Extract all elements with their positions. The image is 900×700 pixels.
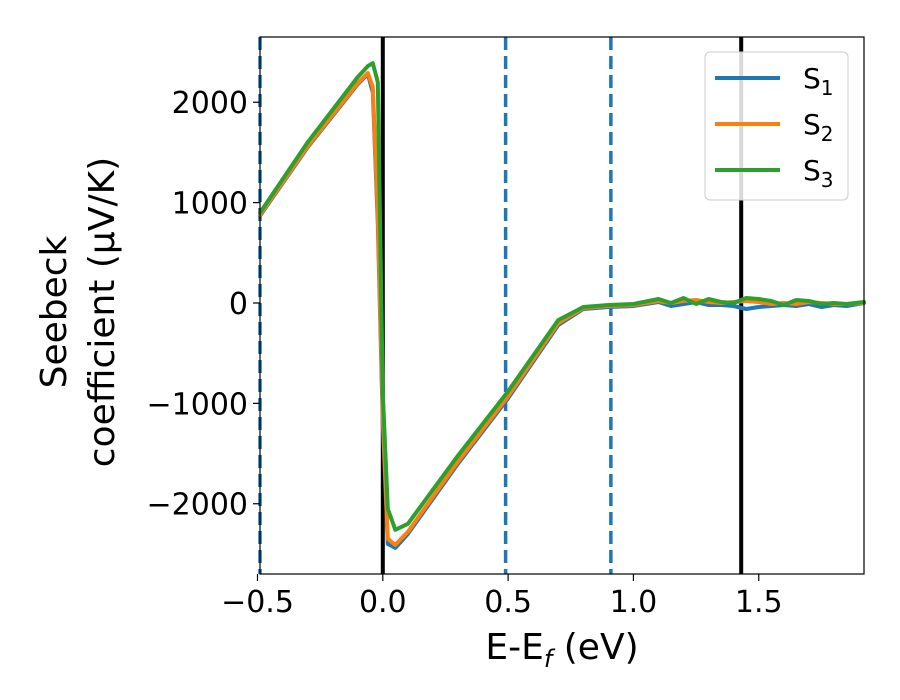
legend-label-S1: S1 — [803, 62, 834, 100]
y-axis-ticks: 2000 1000 0 −1000 −2000 — [147, 86, 260, 523]
plot-frame — [259, 36, 865, 575]
x-tick-label: −0.5 — [221, 585, 294, 620]
legend-label-S2: S2 — [803, 108, 834, 146]
x-tick-label: 1.0 — [610, 585, 658, 620]
y-tick-label: 0 — [229, 287, 248, 322]
x-axis-label: E-Ef (eV) — [485, 627, 638, 673]
x-tick-label: 0.0 — [359, 585, 407, 620]
y-axis-label-line2: coefficient (μV/K) — [82, 157, 123, 467]
y-tick-label: −1000 — [147, 387, 248, 422]
x-axis-ticks: −0.5 0.0 0.5 1.0 1.5 — [221, 574, 783, 620]
y-axis-label-line1: Seebeck — [34, 235, 75, 388]
y-axis-label: Seebeck coefficient (μV/K) — [34, 157, 123, 467]
series-lines — [258, 61, 866, 550]
x-tick-label: 1.5 — [735, 585, 783, 620]
x-axis-label-unit: (eV) — [552, 627, 638, 668]
y-tick-label: 2000 — [172, 86, 248, 121]
legend: S1 S2 S3 — [704, 51, 849, 201]
series-line-S3 — [258, 61, 866, 532]
legend-label-S3: S3 — [803, 154, 834, 192]
y-tick-label: −2000 — [147, 488, 248, 523]
y-tick-label: 1000 — [172, 187, 248, 222]
x-tick-label: 0.5 — [484, 585, 532, 620]
x-axis-label-base: E-E — [485, 627, 543, 668]
